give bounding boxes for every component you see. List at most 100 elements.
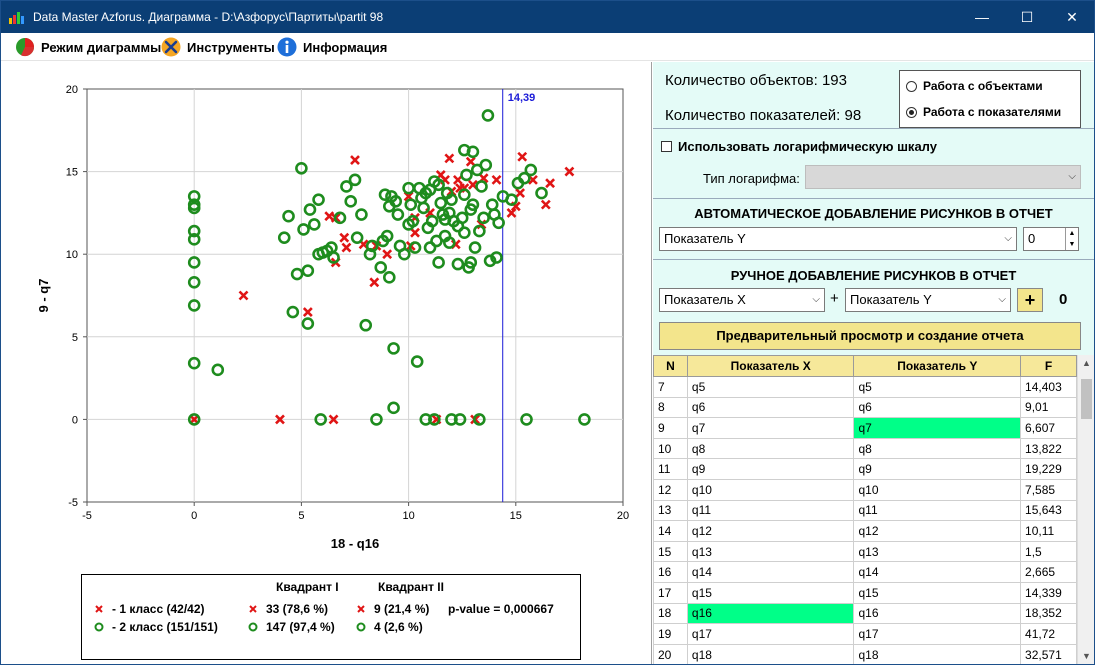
cell-n[interactable]: 12	[653, 478, 688, 501]
spin-up-icon[interactable]: ▲	[1065, 228, 1078, 239]
table-row[interactable]: 7 q5 q5 14,403	[653, 376, 1077, 398]
cell-y[interactable]: q15	[853, 581, 1022, 604]
cell-f[interactable]: 15,643	[1020, 499, 1077, 522]
auto-report-select[interactable]: Показатель Y ⌵	[659, 227, 1017, 251]
col-header-y[interactable]: Показатель Y	[853, 355, 1022, 377]
table-row[interactable]: 14 q12 q12 10,11	[653, 520, 1077, 542]
cell-x[interactable]: q12	[686, 520, 855, 542]
cell-f[interactable]: 13,822	[1020, 437, 1077, 460]
menu-tools[interactable]: Инструменты	[161, 36, 275, 58]
table-row[interactable]: 9 q7 q7 6,607	[653, 417, 1077, 439]
cell-f[interactable]: 6,607	[1020, 417, 1077, 439]
cell-y[interactable]: q6	[853, 396, 1022, 419]
cell-y[interactable]: q18	[853, 643, 1022, 664]
cell-y[interactable]: q9	[853, 458, 1022, 480]
manual-y-select[interactable]: Показатель Y ⌵	[845, 288, 1011, 312]
cell-n[interactable]: 15	[653, 540, 688, 563]
cell-y[interactable]: q5	[853, 376, 1022, 398]
cell-n[interactable]: 16	[653, 561, 688, 583]
table-scrollbar[interactable]: ▲ ▼	[1077, 355, 1094, 664]
table-row[interactable]: 12 q10 q10 7,585	[653, 478, 1077, 501]
cell-x[interactable]: q6	[686, 396, 855, 419]
add-figure-button[interactable]: +	[1017, 288, 1043, 312]
cell-f[interactable]: 14,339	[1020, 581, 1077, 604]
cell-x[interactable]: q15	[686, 581, 855, 604]
minimize-button[interactable]: —	[975, 9, 989, 25]
cell-f[interactable]: 9,01	[1020, 396, 1077, 419]
cell-n[interactable]: 13	[653, 499, 688, 522]
cell-y[interactable]: q13	[853, 540, 1022, 563]
cell-x[interactable]: q9	[686, 458, 855, 480]
cell-x[interactable]: q18	[686, 643, 855, 664]
table-row[interactable]: 20 q18 q18 32,571	[653, 643, 1077, 664]
col-header-f[interactable]: F	[1020, 355, 1077, 377]
table-row[interactable]: 13 q11 q11 15,643	[653, 499, 1077, 522]
cell-y[interactable]: q11	[853, 499, 1022, 522]
cell-x[interactable]: q11	[686, 499, 855, 522]
menu-chart-mode[interactable]: Режим диаграммы	[15, 36, 161, 58]
table-row[interactable]: 19 q17 q17 41,72	[653, 623, 1077, 645]
cell-f[interactable]: 2,665	[1020, 561, 1077, 583]
cell-f[interactable]: 41,72	[1020, 623, 1077, 645]
cell-y[interactable]: q17	[853, 623, 1022, 645]
cell-n[interactable]: 11	[653, 458, 688, 480]
class1-point	[275, 414, 285, 425]
table-row[interactable]: 17 q15 q15 14,339	[653, 581, 1077, 604]
cell-f[interactable]: 1,5	[1020, 540, 1077, 563]
scatter-chart[interactable]: -5 0 5 10 15 20 -5 0 5 10 15 20 18 - q16 9 - q7 14,39	[1, 62, 652, 572]
table-row[interactable]: 8 q6 q6 9,01	[653, 396, 1077, 419]
cell-y[interactable]: q14	[853, 561, 1022, 583]
cell-n[interactable]: 9	[653, 417, 688, 439]
cell-f[interactable]: 19,229	[1020, 458, 1077, 480]
scroll-down-icon[interactable]: ▼	[1082, 651, 1091, 661]
cell-f[interactable]: 10,11	[1020, 520, 1077, 542]
cell-x[interactable]: q10	[686, 478, 855, 501]
cell-x[interactable]: q13	[686, 540, 855, 563]
cell-n[interactable]: 7	[653, 376, 688, 398]
table-row[interactable]: 15 q13 q13 1,5	[653, 540, 1077, 563]
cell-y[interactable]: q7	[853, 417, 1022, 439]
cell-f[interactable]: 32,571	[1020, 643, 1077, 664]
cell-f[interactable]: 14,403	[1020, 376, 1077, 398]
class2-point	[187, 233, 201, 246]
cell-n[interactable]: 19	[653, 623, 688, 645]
close-button[interactable]: ✕	[1066, 9, 1078, 25]
cell-x[interactable]: q16	[686, 602, 855, 625]
spin-down-icon[interactable]: ▼	[1065, 239, 1078, 250]
preview-report-button[interactable]: Предварительный просмотр и создание отче…	[659, 322, 1081, 350]
table-row[interactable]: 10 q8 q8 13,822	[653, 437, 1077, 460]
log-type-select[interactable]: ⌵	[805, 165, 1081, 189]
maximize-button[interactable]: ☐	[1020, 9, 1034, 25]
cell-f[interactable]: 7,585	[1020, 478, 1077, 501]
col-header-x[interactable]: Показатель X	[686, 355, 855, 377]
cell-n[interactable]: 8	[653, 396, 688, 419]
table-row[interactable]: 11 q9 q9 19,229	[653, 458, 1077, 480]
cell-x[interactable]: q8	[686, 437, 855, 460]
cell-x[interactable]: q14	[686, 561, 855, 583]
menu-info[interactable]: Информация	[277, 36, 387, 58]
cell-n[interactable]: 10	[653, 437, 688, 460]
cell-y[interactable]: q10	[853, 478, 1022, 501]
cell-x[interactable]: q17	[686, 623, 855, 645]
x-tick-label: -5	[82, 510, 92, 522]
cell-y[interactable]: q8	[853, 437, 1022, 460]
cell-y[interactable]: q16	[853, 602, 1022, 625]
cell-y[interactable]: q12	[853, 520, 1022, 542]
cell-n[interactable]: 18	[653, 602, 688, 625]
cell-n[interactable]: 20	[653, 643, 688, 664]
scroll-thumb[interactable]	[1081, 379, 1092, 419]
cell-f[interactable]: 18,352	[1020, 602, 1077, 625]
table-row[interactable]: 18 q16 q16 18,352	[653, 602, 1077, 625]
col-header-n[interactable]: N	[653, 355, 688, 377]
cell-n[interactable]: 14	[653, 520, 688, 542]
log-scale-checkbox[interactable]: Использовать логарифмическую шкалу	[661, 139, 937, 154]
cell-n[interactable]: 17	[653, 581, 688, 604]
table-row[interactable]: 16 q14 q14 2,665	[653, 561, 1077, 583]
manual-x-select[interactable]: Показатель X ⌵	[659, 288, 825, 312]
scroll-up-icon[interactable]: ▲	[1082, 358, 1091, 368]
cell-x[interactable]: q5	[686, 376, 855, 398]
cell-x[interactable]: q7	[686, 417, 855, 439]
radio-objects[interactable]: Работа с объектами	[906, 79, 1043, 93]
radio-indicators[interactable]: Работа с показателями	[906, 105, 1061, 119]
auto-report-spinner[interactable]: 0 ▲ ▼	[1023, 227, 1079, 251]
